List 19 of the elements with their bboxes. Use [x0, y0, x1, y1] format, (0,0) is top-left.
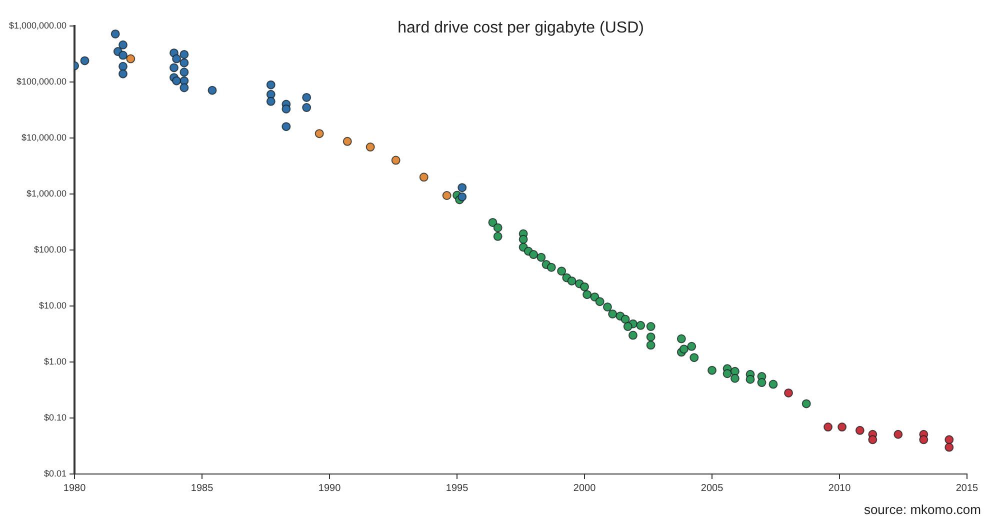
y-tick-label: $100,000.00 [16, 76, 67, 86]
x-tick-label: 2005 [700, 482, 724, 494]
y-tick-label: $1.00 [44, 356, 67, 366]
y-tick-label: $1,000.00 [26, 188, 67, 198]
x-tick-label: 1990 [318, 482, 342, 494]
y-tick-label: $10,000.00 [22, 132, 67, 142]
x-tick-label: 2015 [956, 482, 979, 494]
y-tick-label: $0.10 [44, 412, 67, 422]
y-tick-label: $1,000,000.00 [8, 20, 67, 30]
x-tick-label: 2000 [573, 482, 596, 494]
x-tick-label: 2010 [828, 482, 852, 494]
chart-title: hard drive cost per gigabyte (USD) [398, 19, 644, 36]
x-tick-label: 1980 [63, 482, 86, 494]
x-tick-label: 1995 [446, 482, 469, 494]
source-note: source: mkomo.com [864, 502, 981, 518]
y-tick-label: $10.00 [39, 300, 67, 310]
y-tick-label: $0.01 [44, 468, 67, 478]
x-tick-label: 1985 [190, 482, 214, 494]
y-tick-label: $100.00 [34, 244, 67, 254]
